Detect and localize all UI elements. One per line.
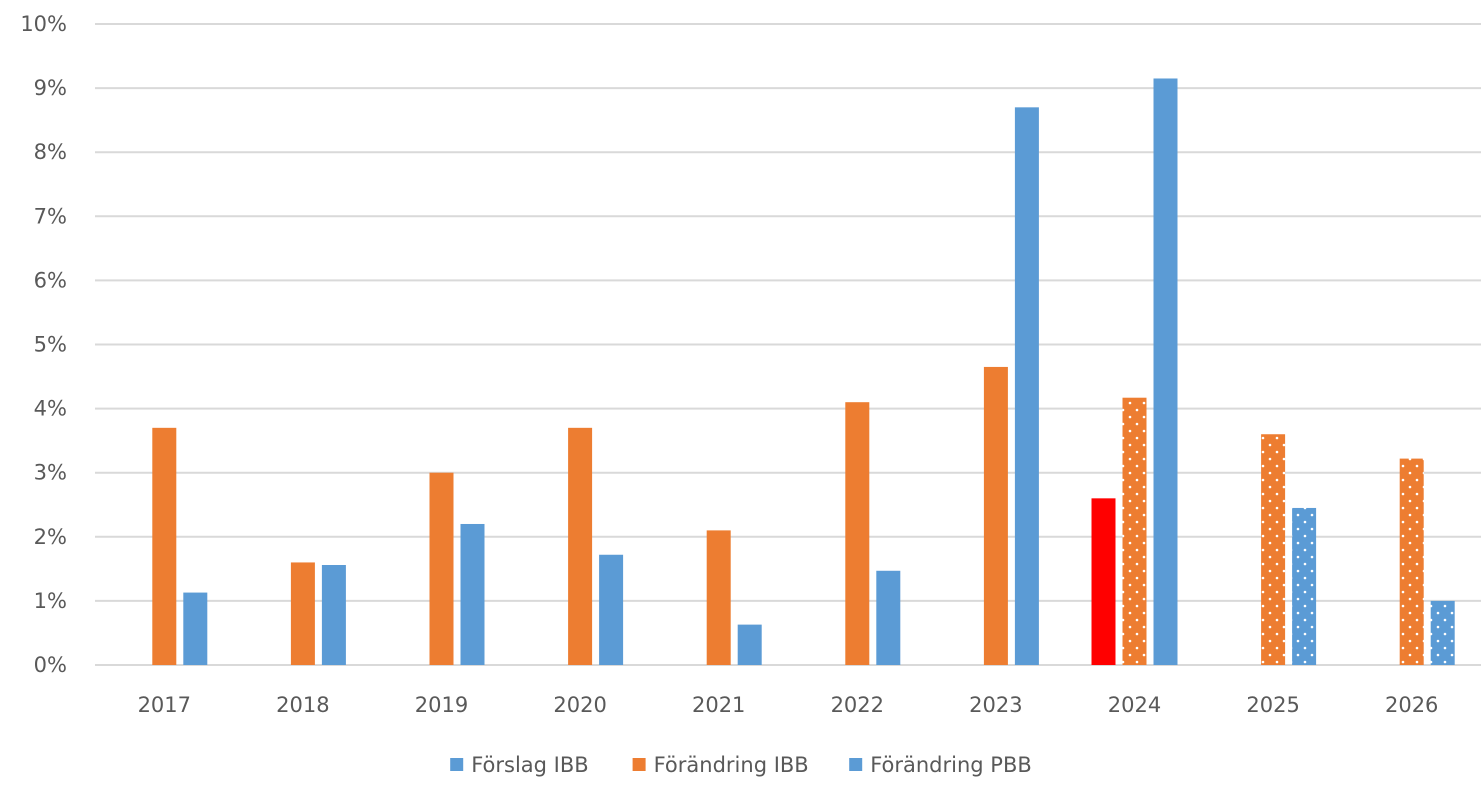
bar-f-r-ndring-pbb-2023 (1014, 107, 1039, 665)
y-tick-label: 7% (34, 204, 67, 228)
x-tick-label: 2026 (1385, 693, 1438, 717)
bar-f-r-ndring-ibb-2021 (706, 530, 731, 665)
x-tick-label: 2023 (969, 693, 1022, 717)
legend: Förslag IBB Förändring IBB Förändring PBB (450, 753, 1032, 777)
legend-label: Förändring IBB (654, 753, 809, 777)
x-tick-label: 2019 (415, 693, 468, 717)
y-tick-label: 3% (34, 461, 67, 485)
x-tick-label: 2017 (138, 693, 191, 717)
x-tick-label: 2024 (1108, 693, 1161, 717)
bar-f-r-ndring-ibb-2019 (429, 472, 454, 665)
y-tick-label: 10% (20, 12, 67, 36)
y-tick-label: 1% (34, 589, 67, 613)
bar-f-r-ndring-pbb-2019 (460, 523, 485, 665)
bar-f-r-ndring-ibb-2025 (1261, 434, 1286, 665)
x-axis: 2017 2018 2019 2020 2021 2022 2023 2024 2025 2026 (138, 693, 1439, 717)
x-tick-label: 2020 (553, 693, 606, 717)
bar-f-rslag-ibb-2024 (1091, 498, 1116, 665)
bar-f-r-ndring-ibb-2023 (983, 366, 1008, 665)
y-tick-label: 8% (34, 140, 67, 164)
bar-f-r-ndring-pbb-2026 (1430, 600, 1455, 665)
bar-f-r-ndring-pbb-2018 (321, 565, 346, 665)
y-axis: 0% 1% 2% 3% 4% 5% 6% 7% 8% 9% 10% (20, 12, 67, 677)
x-tick-label: 2021 (692, 693, 745, 717)
x-tick-label: 2018 (276, 693, 329, 717)
bar-f-r-ndring-pbb-2022 (876, 570, 901, 665)
legend-label: Förändring PBB (870, 753, 1032, 777)
bar-f-r-ndring-ibb-2018 (290, 562, 315, 665)
x-tick-label: 2022 (831, 693, 884, 717)
legend-swatch (632, 758, 646, 771)
y-tick-label: 4% (34, 397, 67, 421)
y-tick-label: 5% (34, 333, 67, 357)
bar-f-r-ndring-ibb-2024 (1122, 397, 1147, 665)
bar-f-r-ndring-pbb-2025 (1292, 507, 1317, 665)
bar-f-r-ndring-ibb-2017 (152, 427, 177, 665)
legend-swatch (849, 758, 863, 771)
bar-f-r-ndring-pbb-2020 (599, 554, 624, 665)
y-tick-label: 0% (34, 653, 67, 677)
x-tick-label: 2025 (1246, 693, 1299, 717)
bar-f-r-ndring-ibb-2022 (845, 402, 870, 665)
legend-swatch (450, 758, 464, 771)
bar-f-r-ndring-pbb-2017 (183, 592, 208, 665)
y-tick-label: 6% (34, 268, 67, 292)
bars (152, 78, 1455, 666)
legend-label: Förslag IBB (471, 753, 588, 777)
bar-f-r-ndring-pbb-2024 (1153, 78, 1178, 666)
bar-f-r-ndring-ibb-2020 (568, 427, 593, 665)
y-tick-label: 2% (34, 525, 67, 549)
bar-f-r-ndring-pbb-2021 (737, 624, 762, 665)
y-tick-label: 9% (34, 76, 67, 100)
bar-f-r-ndring-ibb-2026 (1399, 458, 1424, 665)
